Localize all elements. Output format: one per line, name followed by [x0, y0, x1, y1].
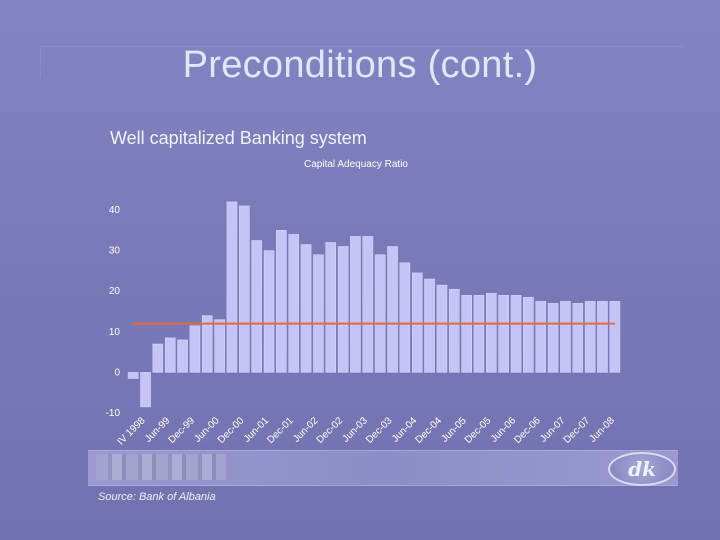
x-tick-label: Dec-05 — [463, 415, 494, 446]
x-tick-label: Dec-99 — [166, 415, 197, 446]
bar — [177, 339, 188, 373]
bar — [374, 254, 386, 373]
title-divider — [40, 46, 684, 47]
y-tick-label: 20 — [109, 286, 121, 297]
y-tick-label: -10 — [106, 408, 121, 419]
x-tick-label: Dec-02 — [315, 415, 346, 446]
bar — [461, 295, 472, 373]
bar — [276, 230, 287, 373]
bar — [313, 254, 324, 373]
bar — [201, 315, 213, 373]
x-tick-label: Dec-00 — [216, 415, 247, 446]
bar — [164, 337, 176, 373]
x-tick-label: Jun-08 — [588, 415, 618, 445]
x-tick-label: Dec-01 — [265, 415, 296, 446]
x-tick-label: Dec-03 — [364, 415, 395, 446]
bar — [448, 288, 460, 373]
chart-title: Capital Adequacy Ratio — [304, 159, 408, 170]
logo-text: dk — [628, 457, 656, 481]
x-tick-label: Dec-06 — [512, 415, 543, 446]
x-axis: IV 1998Jun-99Dec-99Jun-00Dec-00Jun-01Dec… — [115, 415, 617, 447]
y-tick-label: 40 — [109, 205, 121, 216]
bar — [535, 301, 547, 373]
bar — [152, 343, 164, 373]
bar — [140, 372, 151, 408]
bar — [547, 303, 559, 373]
bar — [560, 301, 571, 373]
bar — [424, 278, 435, 373]
y-tick-label: 30 — [109, 246, 121, 257]
bar — [584, 301, 596, 373]
slide-subtitle: Well capitalized Banking system — [110, 128, 367, 148]
bar — [572, 303, 584, 373]
source-note: Source: Bank of Albania — [98, 491, 216, 503]
title-divider-left — [40, 46, 41, 78]
bar — [350, 236, 361, 373]
bar — [127, 372, 139, 379]
bar — [473, 295, 485, 373]
bar — [226, 201, 238, 373]
bar — [263, 250, 275, 373]
slide-title: Preconditions (cont.) — [182, 44, 538, 86]
x-tick-label: IV 1998 — [115, 415, 147, 447]
bar — [288, 234, 300, 373]
bar — [523, 297, 534, 373]
bar — [498, 295, 509, 373]
bar — [609, 301, 621, 373]
y-axis: 40 30 20 10 0 -10 — [106, 205, 121, 419]
bar-series — [127, 201, 621, 408]
bar — [510, 295, 522, 373]
footer-photo-strip — [96, 454, 226, 480]
bar — [399, 262, 411, 373]
bar — [239, 205, 250, 373]
x-tick-label: Dec-04 — [413, 415, 444, 446]
bar — [189, 325, 201, 373]
bar — [486, 292, 497, 373]
bar — [597, 301, 608, 373]
logo: dk — [608, 452, 676, 486]
bar — [411, 272, 423, 373]
bar — [251, 240, 262, 373]
bar — [300, 244, 312, 373]
bar — [325, 242, 337, 373]
y-tick-label: 0 — [114, 367, 120, 378]
bar — [362, 236, 374, 373]
bar — [436, 284, 448, 373]
bar — [214, 319, 225, 373]
bar — [337, 246, 349, 373]
y-tick-label: 10 — [109, 327, 121, 338]
bar — [387, 246, 398, 373]
x-tick-label: Dec-07 — [562, 415, 593, 446]
